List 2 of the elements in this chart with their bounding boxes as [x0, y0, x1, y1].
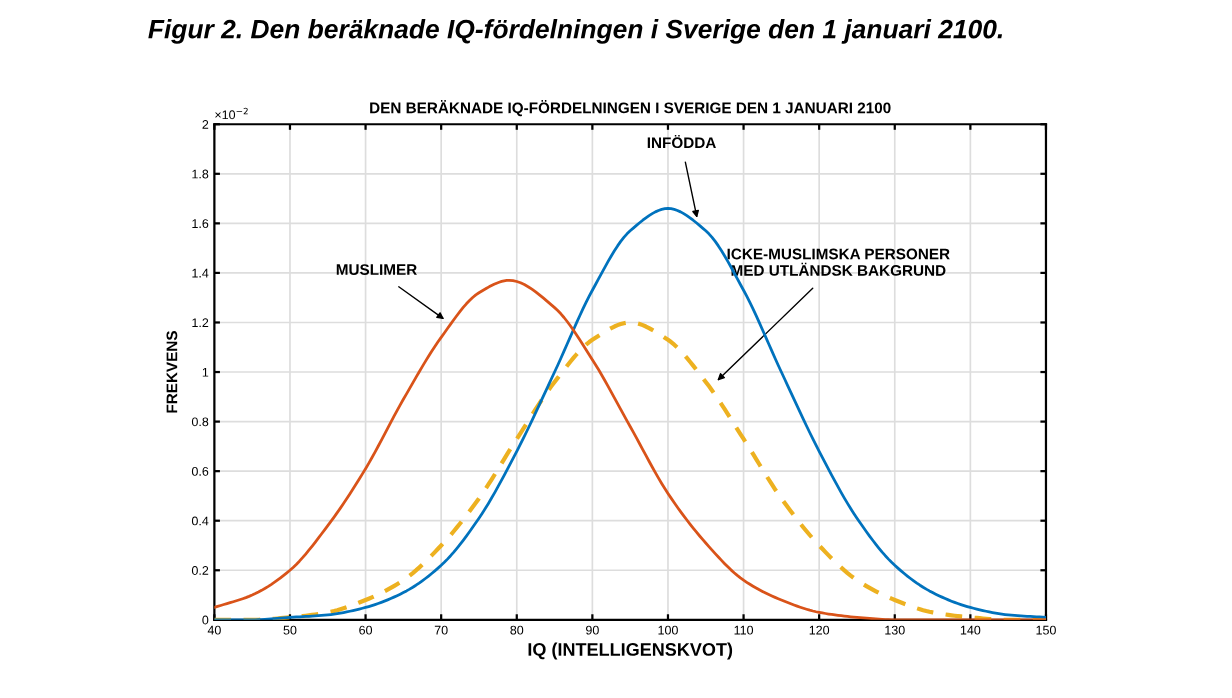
x-axis-title: IQ (INTELLIGENSKVOT): [528, 642, 733, 660]
chart-title: Figur 2. Den beräknade IQ-fördelningen i Sverige den 1 januari 2100.: [148, 19, 1002, 44]
